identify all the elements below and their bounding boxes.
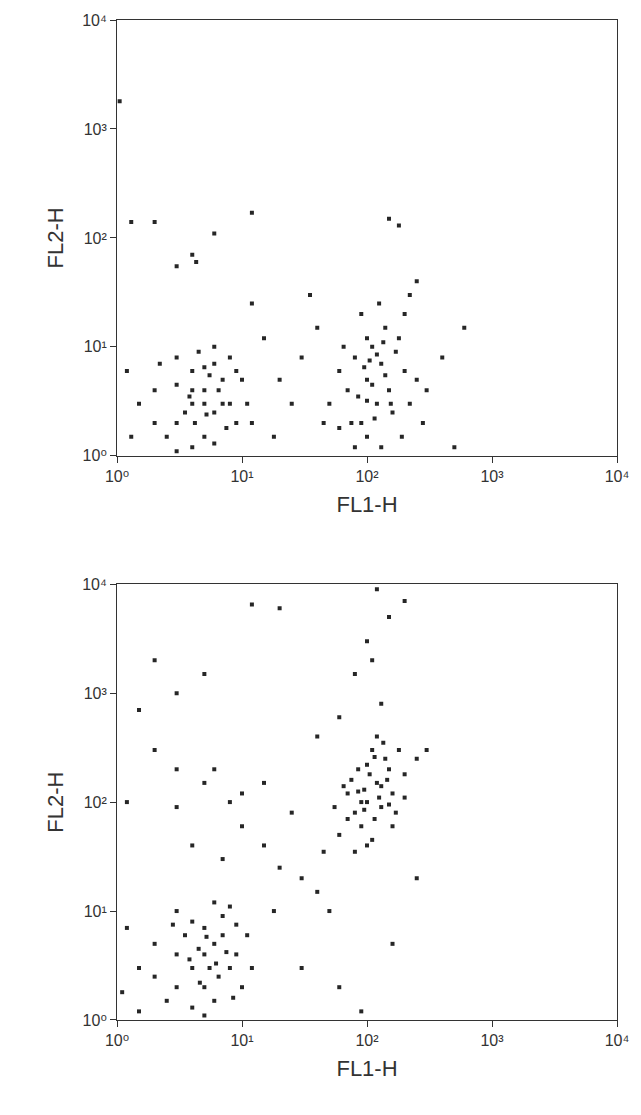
svg-text:FL2-H: FL2-H xyxy=(43,207,68,268)
svg-text:10⁰: 10⁰ xyxy=(83,1012,107,1029)
svg-text:10⁴: 10⁴ xyxy=(82,12,107,29)
svg-text:10³: 10³ xyxy=(480,1032,504,1049)
svg-text:FL1-H: FL1-H xyxy=(336,492,397,517)
svg-text:10³: 10³ xyxy=(84,121,108,138)
svg-text:10²: 10² xyxy=(84,230,108,247)
svg-text:10²: 10² xyxy=(355,468,379,485)
svg-text:10⁴: 10⁴ xyxy=(605,1032,630,1049)
svg-text:FL2-H: FL2-H xyxy=(43,772,68,833)
svg-text:10²: 10² xyxy=(84,794,108,811)
svg-text:10⁴: 10⁴ xyxy=(605,468,630,485)
svg-text:10¹: 10¹ xyxy=(84,338,107,355)
svg-text:10¹: 10¹ xyxy=(230,1032,253,1049)
svg-text:10²: 10² xyxy=(355,1032,379,1049)
svg-text:10⁴: 10⁴ xyxy=(82,576,107,593)
svg-text:10³: 10³ xyxy=(480,468,504,485)
svg-text:10¹: 10¹ xyxy=(84,903,107,920)
svg-text:10⁰: 10⁰ xyxy=(83,447,107,464)
svg-text:10⁰: 10⁰ xyxy=(105,1032,129,1049)
svg-text:10⁰: 10⁰ xyxy=(105,468,129,485)
svg-text:10¹: 10¹ xyxy=(230,468,253,485)
svg-text:FL1-H: FL1-H xyxy=(336,1056,397,1081)
svg-text:10³: 10³ xyxy=(84,685,108,702)
